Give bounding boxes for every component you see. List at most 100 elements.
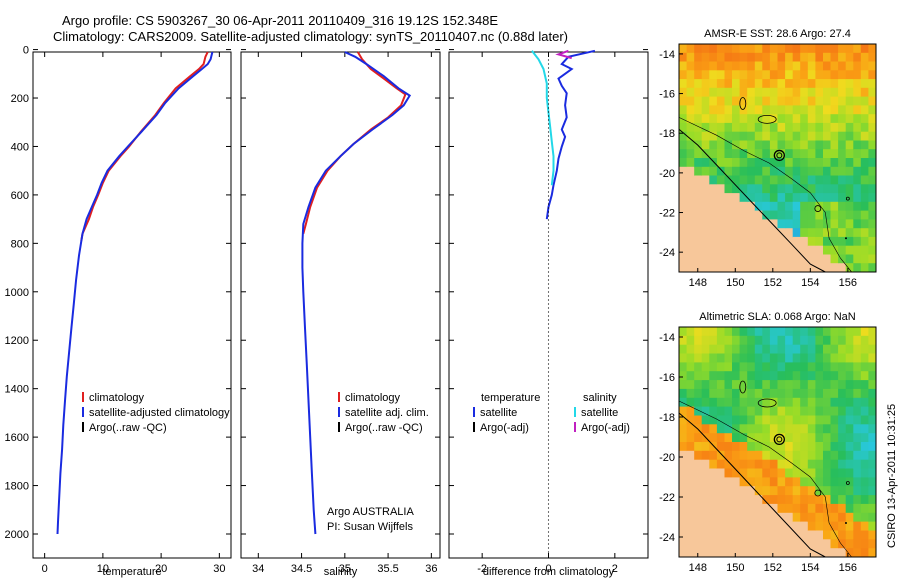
sst-map-cell: [823, 96, 832, 106]
sla-map-cell: [686, 486, 695, 496]
sst-map-cell: [785, 131, 794, 141]
sst-map-cell: [694, 105, 703, 115]
temperature-xtick-label: 10: [97, 563, 109, 575]
difference-zero-line-dot: [547, 515, 550, 517]
sla-map-cell: [747, 442, 756, 452]
sst-map-argo-marker-inner: [776, 152, 783, 159]
sla-map-cell: [754, 521, 763, 531]
sla-map-cell: [762, 486, 771, 496]
sla-map-cell: [724, 371, 733, 381]
sla-map-cell: [845, 327, 854, 337]
sla-map-cell: [716, 503, 725, 514]
sst-map-island: [814, 205, 822, 212]
sla-map-cell: [777, 362, 786, 372]
sla-map-cell: [679, 530, 688, 540]
difference-zero-line-dot: [547, 359, 550, 361]
sst-map-cell: [785, 52, 794, 63]
sla-map-cell: [732, 486, 741, 496]
sla-map-cell: [694, 486, 703, 496]
sst-map-cell: [724, 166, 733, 177]
sla-map-cell: [724, 362, 733, 372]
sst-map-cell: [716, 184, 725, 194]
sla-map-cell: [716, 512, 725, 523]
sla-map-cell: [762, 362, 771, 372]
sla-map-cell: [754, 495, 763, 505]
difference-zero-line-dot: [547, 123, 550, 125]
difference-zero-line-dot: [547, 463, 550, 465]
salinity-legend-entry: climatology: [345, 392, 401, 404]
sla-map-cell: [815, 406, 824, 416]
sst-map-cell: [679, 158, 688, 168]
sla-map-cell: [800, 503, 809, 514]
sla-map-cell: [686, 344, 695, 354]
sla-map-cell: [838, 344, 847, 354]
sst-map-cell: [732, 61, 741, 71]
sla-map-cell: [845, 415, 854, 425]
sla-map-cell: [845, 344, 854, 354]
sla-map-cell: [769, 327, 778, 337]
sst-map-cell: [800, 158, 809, 168]
sla-map-cell: [853, 388, 862, 399]
sst-map-cell: [694, 70, 703, 80]
sst-map-cell: [762, 219, 771, 229]
sla-map-cell: [838, 530, 847, 540]
sst-map-cell: [762, 245, 771, 255]
sst-map-cell: [739, 131, 748, 141]
temperature-ytick-label: 0: [23, 45, 29, 57]
sla-map-cell: [754, 327, 763, 337]
sst-map-cell: [754, 140, 763, 150]
sst-map-cell: [800, 70, 809, 80]
sst-map-cell: [732, 184, 741, 194]
sst-map-cell: [860, 87, 869, 98]
sst-map-cell: [792, 175, 801, 185]
sst-map-cell: [807, 140, 816, 150]
sst-map-cell: [754, 114, 763, 124]
sst-map-cell: [860, 245, 869, 255]
sst-map-cell: [724, 149, 733, 159]
sst-map-island: [844, 237, 847, 240]
sst-map-cell: [800, 228, 809, 238]
sla-map-cell: [860, 406, 869, 416]
sla-map-cell: [815, 539, 824, 549]
sla-map-cell: [724, 415, 733, 425]
sst-map-cell: [739, 245, 748, 255]
sla-map-cell: [686, 548, 695, 558]
sla-map-cell: [701, 521, 710, 531]
sst-map-cell: [830, 114, 839, 124]
sla-map-cell: [769, 371, 778, 381]
sst-map-cell: [868, 87, 877, 98]
difference-zero-line-dot: [547, 507, 550, 509]
sla-map-cell: [800, 477, 809, 487]
difference-zero-line-dot: [547, 319, 550, 321]
sla-map-cell: [860, 344, 869, 354]
difference-zero-line-dot: [547, 83, 550, 85]
difference-zero-line-dot: [547, 63, 550, 65]
sla-map-cell: [739, 486, 748, 496]
sla-map-cell: [709, 344, 718, 354]
sst-map-cell: [815, 96, 824, 106]
sla-map-cell: [701, 539, 710, 549]
sla-map-cell: [792, 486, 801, 496]
sst-map-cell: [815, 140, 824, 150]
sla-map-cell: [868, 406, 877, 416]
sst-map-cell: [800, 245, 809, 255]
sla-map-ytick-label: -18: [659, 412, 675, 424]
sst-map-cell: [762, 52, 771, 63]
sla-map-cell: [686, 335, 695, 346]
temperature-plot-frame: [32, 51, 232, 559]
sst-map-cell: [716, 61, 725, 71]
sst-map-cell: [769, 87, 778, 98]
sla-map-cell: [754, 362, 763, 372]
sla-map-cell: [792, 477, 801, 487]
sla-map-argo-marker-inner: [776, 436, 783, 443]
sla-map-xtick-label: 156: [839, 562, 857, 574]
sla-map-cell: [686, 406, 695, 416]
sla-map-cell: [838, 327, 847, 337]
sst-map-cell: [739, 52, 748, 63]
difference-zero-line-dot: [547, 87, 550, 89]
sla-map-cell: [716, 548, 725, 558]
sst-map-cell: [807, 44, 816, 54]
difference-zero-line-dot: [547, 399, 550, 401]
sla-map-cell: [769, 521, 778, 531]
sst-map-cell: [679, 219, 688, 229]
